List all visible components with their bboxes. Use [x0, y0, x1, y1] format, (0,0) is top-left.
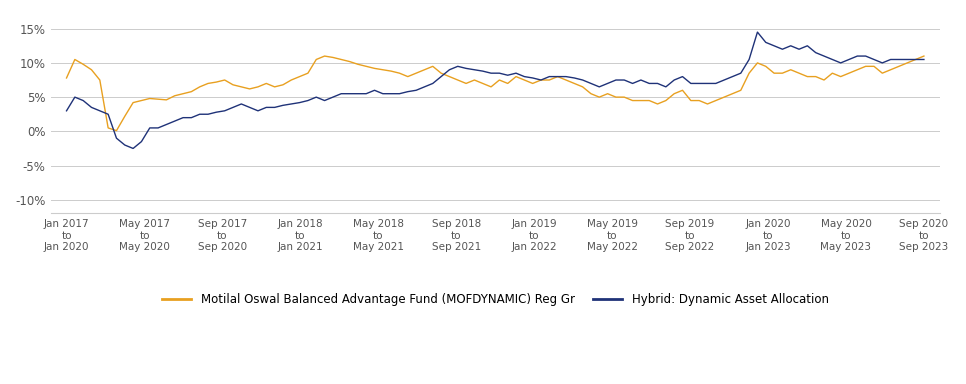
Legend: Motilal Oswal Balanced Advantage Fund (MOFDYNAMIC) Reg Gr, Hybrid: Dynamic Asset: Motilal Oswal Balanced Advantage Fund (M… [157, 288, 834, 311]
